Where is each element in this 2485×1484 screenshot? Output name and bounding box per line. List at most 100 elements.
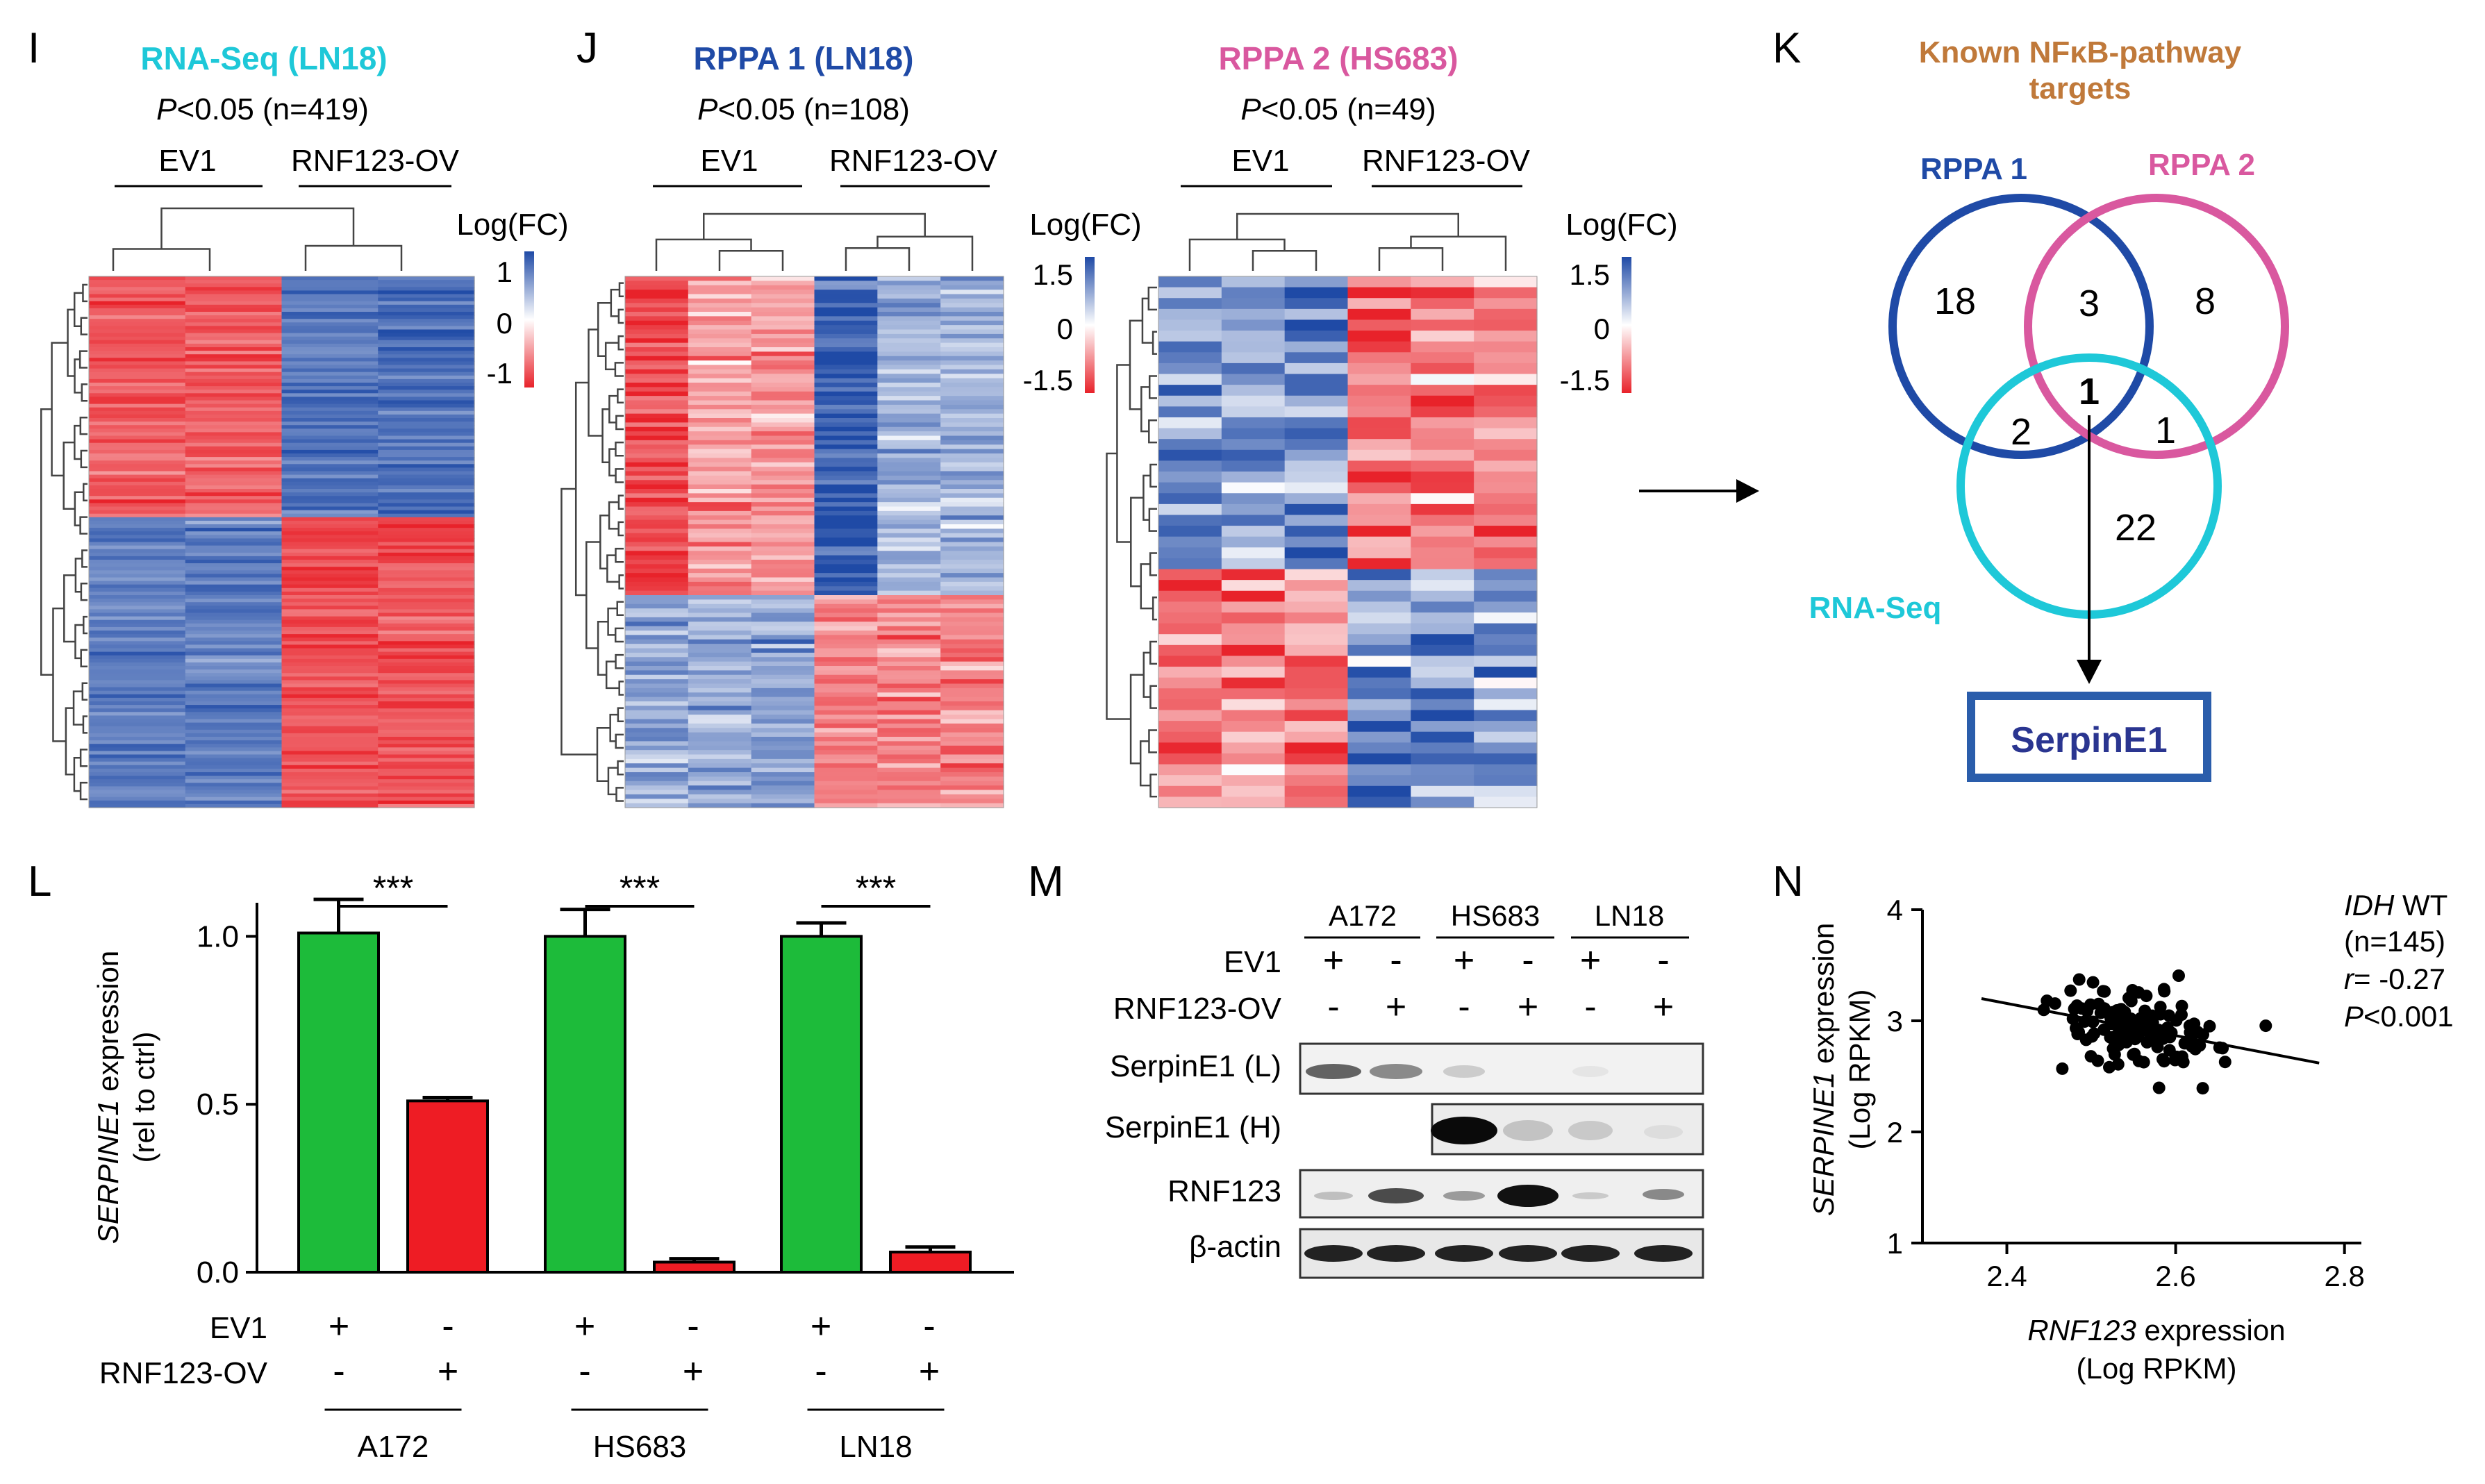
heatmap-cell bbox=[751, 506, 815, 512]
heatmap-cell bbox=[378, 587, 475, 592]
dendrogram-top bbox=[112, 207, 403, 271]
heatmap-cell bbox=[185, 326, 283, 331]
dendrogram-branch bbox=[615, 787, 624, 802]
heatmap-cell bbox=[89, 496, 186, 500]
heatmap-cell bbox=[185, 669, 283, 674]
heatmap-cell bbox=[940, 404, 1004, 410]
heatmap-cell bbox=[185, 524, 283, 528]
heatmap-cell bbox=[814, 710, 878, 715]
heatmap-cell bbox=[281, 626, 379, 631]
heatmap-cell bbox=[814, 794, 878, 799]
heatmap-cell bbox=[281, 637, 379, 642]
heatmap-cell bbox=[1411, 536, 1474, 548]
heatmap-cell bbox=[378, 489, 475, 493]
heatmap-cell bbox=[1347, 667, 1411, 678]
heatmap-cell bbox=[89, 510, 186, 515]
heatmap-cell bbox=[89, 609, 186, 614]
heatmap-cell bbox=[378, 606, 475, 610]
heatmap-cell bbox=[625, 489, 689, 494]
heatmap-cell bbox=[751, 378, 815, 383]
heatmap-cell bbox=[688, 754, 752, 760]
heatmap-cell bbox=[625, 320, 689, 326]
scatter-point bbox=[2098, 985, 2111, 998]
heatmap-cell bbox=[1347, 308, 1411, 321]
heatmap-cell bbox=[877, 480, 941, 485]
heatmap-cell bbox=[751, 577, 815, 583]
heatmap-cell bbox=[877, 603, 941, 609]
heatmap-cell bbox=[1158, 667, 1222, 678]
heatmap-cell bbox=[688, 400, 752, 406]
heatmap-cell bbox=[1158, 764, 1222, 776]
heatmap-cell bbox=[1221, 374, 1286, 385]
heatmap-cell bbox=[378, 368, 475, 373]
heatmap-cell bbox=[1474, 742, 1538, 754]
y-tick-label: 1 bbox=[1887, 1227, 1903, 1260]
heatmap-cell bbox=[1411, 352, 1474, 364]
venn-count: 8 bbox=[2195, 281, 2216, 322]
heatmap-cell bbox=[877, 391, 941, 397]
heatmap-cell bbox=[814, 728, 878, 733]
heatmap-cell bbox=[877, 635, 941, 640]
heatmap-cell bbox=[281, 474, 379, 479]
dendrogram-branch bbox=[618, 574, 624, 590]
heatmap-cell bbox=[751, 537, 815, 543]
heatmap-cell bbox=[185, 676, 283, 681]
heatmap-cell bbox=[1411, 569, 1474, 581]
heatmap-cell bbox=[688, 276, 752, 281]
heatmap-cell bbox=[877, 316, 941, 322]
heatmap-cell bbox=[185, 386, 283, 390]
heatmap-cell bbox=[625, 413, 689, 419]
heatmap-cell bbox=[1347, 623, 1411, 635]
heatmap-cell bbox=[688, 444, 752, 450]
heatmap-cell bbox=[281, 400, 379, 405]
heatmap-cell bbox=[281, 803, 379, 808]
heatmap-cell bbox=[185, 280, 283, 284]
dendrogram-branch bbox=[1252, 250, 1318, 271]
heatmap-cell bbox=[814, 754, 878, 760]
heatmap-cell bbox=[751, 586, 815, 592]
heatmap-cell bbox=[1284, 493, 1349, 505]
heatmap-cell bbox=[281, 786, 379, 791]
heatmap-cell bbox=[1221, 395, 1286, 407]
heatmap-cell bbox=[814, 599, 878, 605]
heatmap-cell bbox=[940, 603, 1004, 609]
heatmap-cell bbox=[688, 294, 752, 299]
heatmap-cell bbox=[378, 599, 475, 603]
heatmap-cell bbox=[1158, 472, 1222, 483]
scatter-point bbox=[2084, 1050, 2097, 1063]
heatmap-cell bbox=[940, 564, 1004, 569]
heatmap-cell bbox=[281, 287, 379, 291]
heatmap-cell bbox=[688, 333, 752, 339]
heatmap-cell bbox=[751, 657, 815, 662]
heatmap-cell bbox=[688, 298, 752, 303]
heatmap-cell bbox=[378, 651, 475, 656]
heatmap-cell bbox=[1158, 644, 1222, 657]
dendrogram-branch bbox=[81, 682, 88, 701]
heatmap-cell bbox=[1221, 580, 1286, 592]
heatmap-cell bbox=[378, 719, 475, 724]
heatmap-cell bbox=[940, 347, 1004, 352]
heatmap-cell bbox=[688, 351, 752, 357]
heatmap-cell bbox=[378, 524, 475, 528]
category-label: A172 bbox=[358, 1430, 429, 1464]
heatmap-cell bbox=[814, 666, 878, 671]
heatmap-cell bbox=[751, 444, 815, 450]
heatmap-cell bbox=[1221, 515, 1286, 526]
heatmap-cell bbox=[185, 276, 283, 281]
heatmap-cell bbox=[89, 729, 186, 734]
heatmap-cell bbox=[751, 622, 815, 627]
heatmap-cell bbox=[877, 715, 941, 720]
heatmap-cell bbox=[751, 555, 815, 560]
heatmap-cell bbox=[1221, 590, 1286, 602]
heatmap-cell bbox=[89, 761, 186, 766]
cell-line-label: HS683 bbox=[1451, 899, 1540, 932]
heatmap-cell bbox=[688, 679, 752, 685]
heatmap-cell bbox=[688, 383, 752, 387]
heatmap-cell bbox=[751, 290, 815, 295]
heatmap-cell bbox=[1284, 526, 1349, 537]
heatmap-cell bbox=[688, 312, 752, 317]
heatmap-cell bbox=[625, 369, 689, 374]
heatmap-cell bbox=[281, 358, 379, 362]
dendrogram-branch bbox=[1141, 297, 1154, 344]
heatmap-cell bbox=[751, 276, 815, 281]
